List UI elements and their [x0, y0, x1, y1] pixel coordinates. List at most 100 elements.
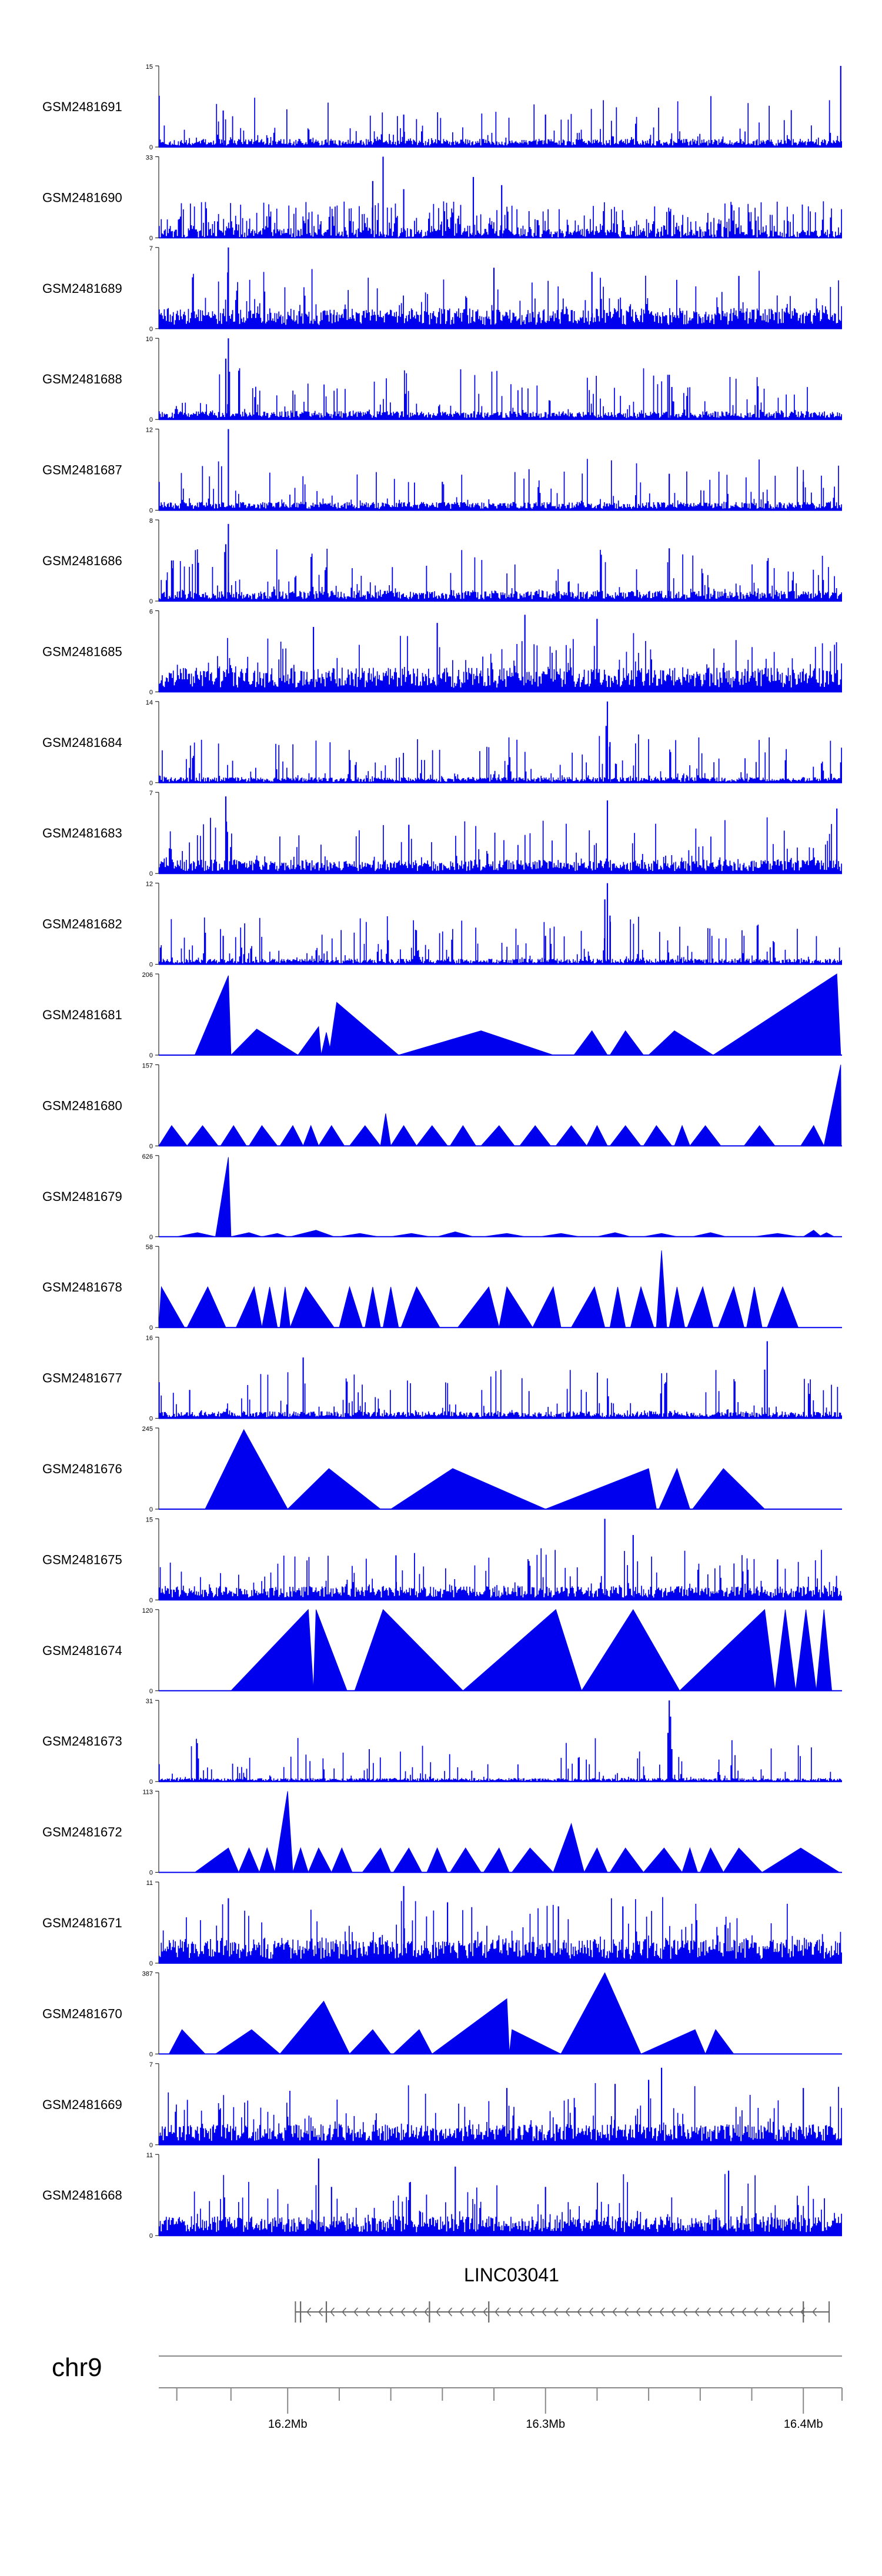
coverage-peak — [159, 1286, 185, 1328]
axis-tick-label: 16.4Mb — [784, 2418, 823, 2431]
strand-arrow — [436, 2307, 441, 2317]
coverage-peak — [318, 1125, 345, 1146]
strand-arrow — [612, 2307, 617, 2317]
track-GSM2481668: GSM2481668 11 0 — [42, 2152, 842, 2240]
coverage-peak — [186, 1286, 226, 1328]
track-label: GSM2481675 — [42, 1552, 122, 1567]
y-max-label: 245 — [142, 1426, 153, 1433]
coverage-peak — [215, 1157, 232, 1237]
coverage-peak — [437, 1231, 474, 1237]
track-GSM2481669: GSM2481669 7 0 — [42, 2061, 842, 2149]
coverage-area — [159, 368, 842, 420]
coverage-peak — [400, 1286, 440, 1328]
coverage-peak — [643, 1125, 673, 1146]
y-min-label: 0 — [149, 1416, 153, 1423]
coverage-peak — [656, 1250, 667, 1328]
y-max-label: 7 — [149, 2061, 153, 2068]
strand-arrow — [647, 2307, 653, 2317]
y-max-label: 206 — [142, 972, 153, 979]
y-min-label: 0 — [149, 2142, 153, 2149]
track-label: GSM2481674 — [42, 1643, 122, 1658]
strand-arrow — [506, 2307, 512, 2317]
coverage-peak — [362, 1847, 392, 1873]
y-max-label: 11 — [146, 1880, 153, 1887]
coverage-peak — [279, 2000, 350, 2054]
coverage-peak — [480, 1125, 516, 1146]
y-max-label: 16 — [146, 1335, 153, 1342]
coverage-peak — [431, 1998, 510, 2054]
strand-arrow — [471, 2307, 476, 2317]
track-label: GSM2481680 — [42, 1098, 122, 1113]
coverage-peak — [609, 1287, 626, 1328]
y-min-label: 0 — [149, 508, 153, 515]
track-label: GSM2481684 — [42, 735, 122, 750]
y-max-label: 33 — [146, 154, 153, 161]
coverage-peak — [674, 1125, 691, 1146]
track-label: GSM2481669 — [42, 2097, 122, 2112]
coverage-peak — [717, 1286, 745, 1328]
y-max-label: 14 — [146, 699, 153, 706]
strand-arrow — [730, 2307, 735, 2317]
strand-arrow — [518, 2307, 523, 2317]
coverage-peak — [795, 1609, 817, 1691]
coverage-peak — [235, 1286, 263, 1328]
coverage-peak — [308, 1847, 332, 1873]
coverage-peak — [509, 2029, 562, 2054]
coverage-peak — [704, 2028, 734, 2054]
coverage-peak — [532, 1286, 562, 1328]
strand-arrow — [636, 2307, 641, 2317]
coverage-peak — [349, 1125, 382, 1146]
track-GSM2481689: GSM2481689 7 0 — [42, 245, 842, 333]
coverage-peak — [462, 1609, 582, 1691]
track-GSM2481680: GSM2481680 157 0 — [42, 1062, 842, 1150]
coverage-peak — [483, 1847, 510, 1873]
track-GSM2481684: GSM2481684 14 0 — [42, 699, 842, 787]
coverage-peak — [712, 973, 841, 1056]
y-max-label: 10 — [146, 336, 153, 343]
strand-arrow — [483, 2307, 488, 2317]
coverage-peak — [691, 1468, 766, 1510]
coverage-peak — [609, 1847, 644, 1873]
coverage-peak — [274, 1791, 293, 1873]
coverage-peak — [205, 1429, 289, 1510]
track-GSM2481676: GSM2481676 245 0 — [42, 1426, 842, 1513]
strand-arrow — [412, 2307, 417, 2317]
coverage-peak — [560, 1972, 642, 2054]
coverage-area — [159, 633, 842, 692]
track-label: GSM2481691 — [42, 99, 122, 114]
coverage-peak — [390, 1125, 417, 1146]
coverage-peak — [238, 1847, 260, 1873]
coverage-area — [159, 2174, 842, 2236]
y-max-label: 7 — [149, 790, 153, 797]
strand-arrow — [553, 2307, 559, 2317]
coverage-peak — [586, 1125, 608, 1146]
track-label: GSM2481682 — [42, 917, 122, 932]
strand-arrow — [683, 2307, 688, 2317]
track-label: GSM2481683 — [42, 826, 122, 840]
coverage-area — [159, 549, 842, 601]
coverage-peak — [313, 1609, 348, 1691]
strand-arrow — [624, 2307, 629, 2317]
coverage-peak — [449, 1847, 482, 1873]
coverage-area — [159, 734, 842, 783]
coverage-peak — [286, 1468, 382, 1510]
tracks-layer: GSM2481691150GSM2481690330GSM248168970GS… — [42, 64, 842, 2240]
track-label: GSM2481679 — [42, 1189, 122, 1204]
track-label: GSM2481672 — [42, 1825, 122, 1840]
axis-tick-label: 16.2Mb — [268, 2418, 308, 2431]
strand-arrow — [424, 2307, 429, 2317]
coverage-area — [159, 1738, 842, 1782]
coverage-peak — [186, 1125, 219, 1146]
strand-arrow — [659, 2307, 664, 2317]
gene-label: LINC03041 — [464, 2264, 559, 2285]
y-min-label: 0 — [149, 1688, 153, 1695]
coverage-peak — [746, 1287, 763, 1328]
track-GSM2481670: GSM2481670 387 0 — [42, 1970, 842, 2058]
coverage-peak — [349, 2029, 392, 2054]
coverage-area — [159, 1548, 842, 1600]
y-max-label: 157 — [142, 1062, 153, 1069]
coverage-area — [159, 817, 842, 874]
coverage-peak — [573, 1030, 608, 1056]
coverage-peak — [328, 1002, 400, 1056]
coverage-peak — [339, 1286, 363, 1328]
